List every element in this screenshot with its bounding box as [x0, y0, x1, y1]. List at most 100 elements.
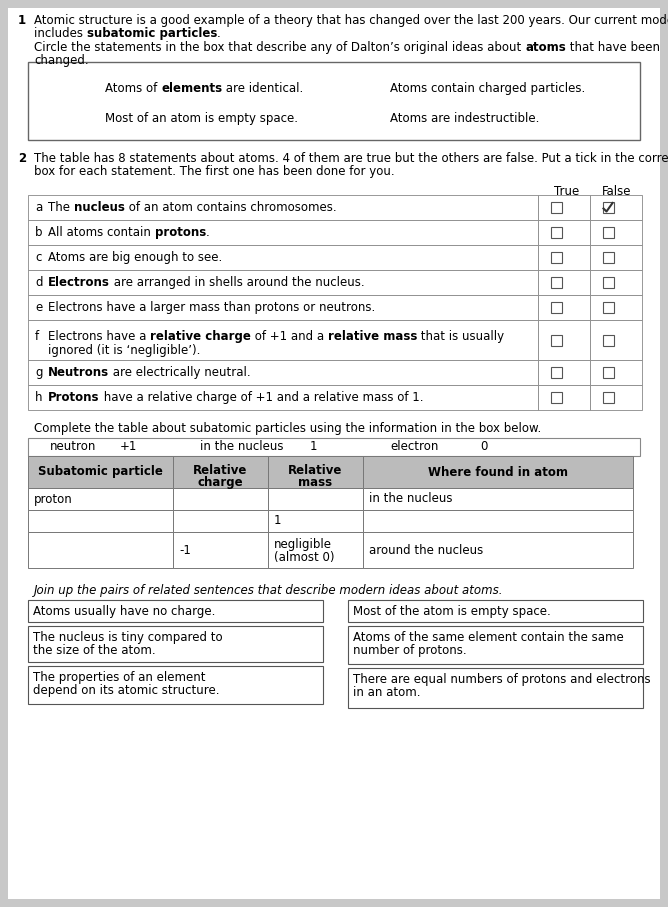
Bar: [538, 385, 590, 410]
Text: All atoms contain: All atoms contain: [48, 226, 154, 239]
Bar: [28, 270, 538, 295]
Text: f: f: [35, 330, 39, 343]
Bar: [538, 245, 590, 270]
Text: in an atom.: in an atom.: [353, 686, 420, 699]
Text: a: a: [35, 201, 42, 214]
Text: The properties of an element: The properties of an element: [33, 671, 206, 684]
Bar: [550, 252, 562, 263]
Text: of an atom contains chromosomes.: of an atom contains chromosomes.: [125, 201, 336, 214]
Bar: [348, 600, 643, 622]
Bar: [348, 626, 643, 664]
Bar: [268, 532, 363, 568]
Bar: [268, 488, 363, 510]
Text: in the nucleus: in the nucleus: [200, 441, 283, 454]
Bar: [550, 392, 562, 403]
Text: (almost 0): (almost 0): [274, 551, 335, 564]
Bar: [603, 252, 613, 263]
Bar: [28, 195, 538, 220]
Bar: [603, 367, 613, 378]
Bar: [173, 456, 268, 488]
Bar: [550, 367, 562, 378]
Bar: [538, 220, 590, 245]
Text: subatomic particles: subatomic particles: [87, 27, 217, 40]
Bar: [590, 360, 642, 385]
Bar: [28, 220, 538, 245]
Text: .: .: [206, 226, 210, 239]
Text: b: b: [35, 226, 43, 239]
Text: Atoms usually have no charge.: Atoms usually have no charge.: [33, 604, 215, 618]
Bar: [28, 62, 640, 140]
Bar: [363, 488, 633, 510]
Bar: [603, 392, 613, 403]
Text: True: True: [554, 185, 580, 198]
Text: charge: charge: [198, 476, 243, 489]
Text: depend on its atomic structure.: depend on its atomic structure.: [33, 684, 220, 697]
Bar: [550, 277, 562, 288]
Text: 0: 0: [480, 441, 488, 454]
Text: that have been: that have been: [566, 41, 660, 54]
Text: elements: elements: [161, 82, 222, 95]
Bar: [603, 302, 613, 313]
Bar: [28, 510, 173, 532]
Text: Electrons have a: Electrons have a: [48, 330, 150, 343]
Bar: [538, 360, 590, 385]
Bar: [590, 245, 642, 270]
Text: Subatomic particle: Subatomic particle: [38, 465, 163, 479]
Text: False: False: [603, 185, 632, 198]
Bar: [603, 202, 613, 213]
Text: Relative: Relative: [193, 464, 248, 477]
Text: negligible: negligible: [274, 538, 332, 551]
Bar: [268, 510, 363, 532]
Text: Most of an atom is empty space.: Most of an atom is empty space.: [105, 112, 298, 125]
Bar: [550, 227, 562, 238]
Text: of +1 and a: of +1 and a: [251, 330, 328, 343]
Bar: [538, 195, 590, 220]
Bar: [28, 438, 640, 456]
Bar: [538, 320, 590, 360]
Text: neutron: neutron: [50, 441, 96, 454]
Text: Protons: Protons: [48, 391, 100, 404]
Text: are identical.: are identical.: [222, 82, 303, 95]
Text: Where found in atom: Where found in atom: [428, 465, 568, 479]
Bar: [28, 600, 323, 622]
Text: 1: 1: [274, 514, 281, 528]
Bar: [603, 227, 613, 238]
Bar: [538, 295, 590, 320]
Text: Most of the atom is empty space.: Most of the atom is empty space.: [353, 604, 550, 618]
Text: e: e: [35, 301, 42, 314]
Bar: [173, 532, 268, 568]
Bar: [538, 270, 590, 295]
Bar: [590, 195, 642, 220]
Text: Atoms contain charged particles.: Atoms contain charged particles.: [390, 82, 585, 95]
Text: Complete the table about subatomic particles using the information in the box be: Complete the table about subatomic parti…: [34, 422, 541, 435]
Text: protons: protons: [154, 226, 206, 239]
Bar: [590, 220, 642, 245]
Text: -1: -1: [179, 543, 191, 557]
Bar: [28, 385, 538, 410]
Bar: [590, 270, 642, 295]
Bar: [590, 385, 642, 410]
Text: are arranged in shells around the nucleus.: are arranged in shells around the nucleu…: [110, 276, 365, 289]
Text: relative mass: relative mass: [328, 330, 418, 343]
Text: Electrons have a larger mass than protons or neutrons.: Electrons have a larger mass than proton…: [48, 301, 375, 314]
Bar: [550, 202, 562, 213]
Text: number of protons.: number of protons.: [353, 644, 467, 657]
Bar: [28, 320, 538, 360]
Text: nucleus: nucleus: [73, 201, 125, 214]
Text: g: g: [35, 366, 43, 379]
Bar: [550, 302, 562, 313]
Text: 1: 1: [310, 441, 317, 454]
Text: electron: electron: [390, 441, 438, 454]
Text: Atoms of the same element contain the same: Atoms of the same element contain the sa…: [353, 631, 624, 644]
Bar: [28, 360, 538, 385]
Text: c: c: [35, 251, 41, 264]
Text: d: d: [35, 276, 43, 289]
Bar: [28, 295, 538, 320]
Bar: [173, 488, 268, 510]
Text: ignored (it is ‘negligible’).: ignored (it is ‘negligible’).: [48, 344, 200, 357]
Bar: [28, 532, 173, 568]
Bar: [28, 456, 173, 488]
Text: mass: mass: [299, 476, 333, 489]
Bar: [550, 335, 562, 346]
Bar: [348, 668, 643, 708]
